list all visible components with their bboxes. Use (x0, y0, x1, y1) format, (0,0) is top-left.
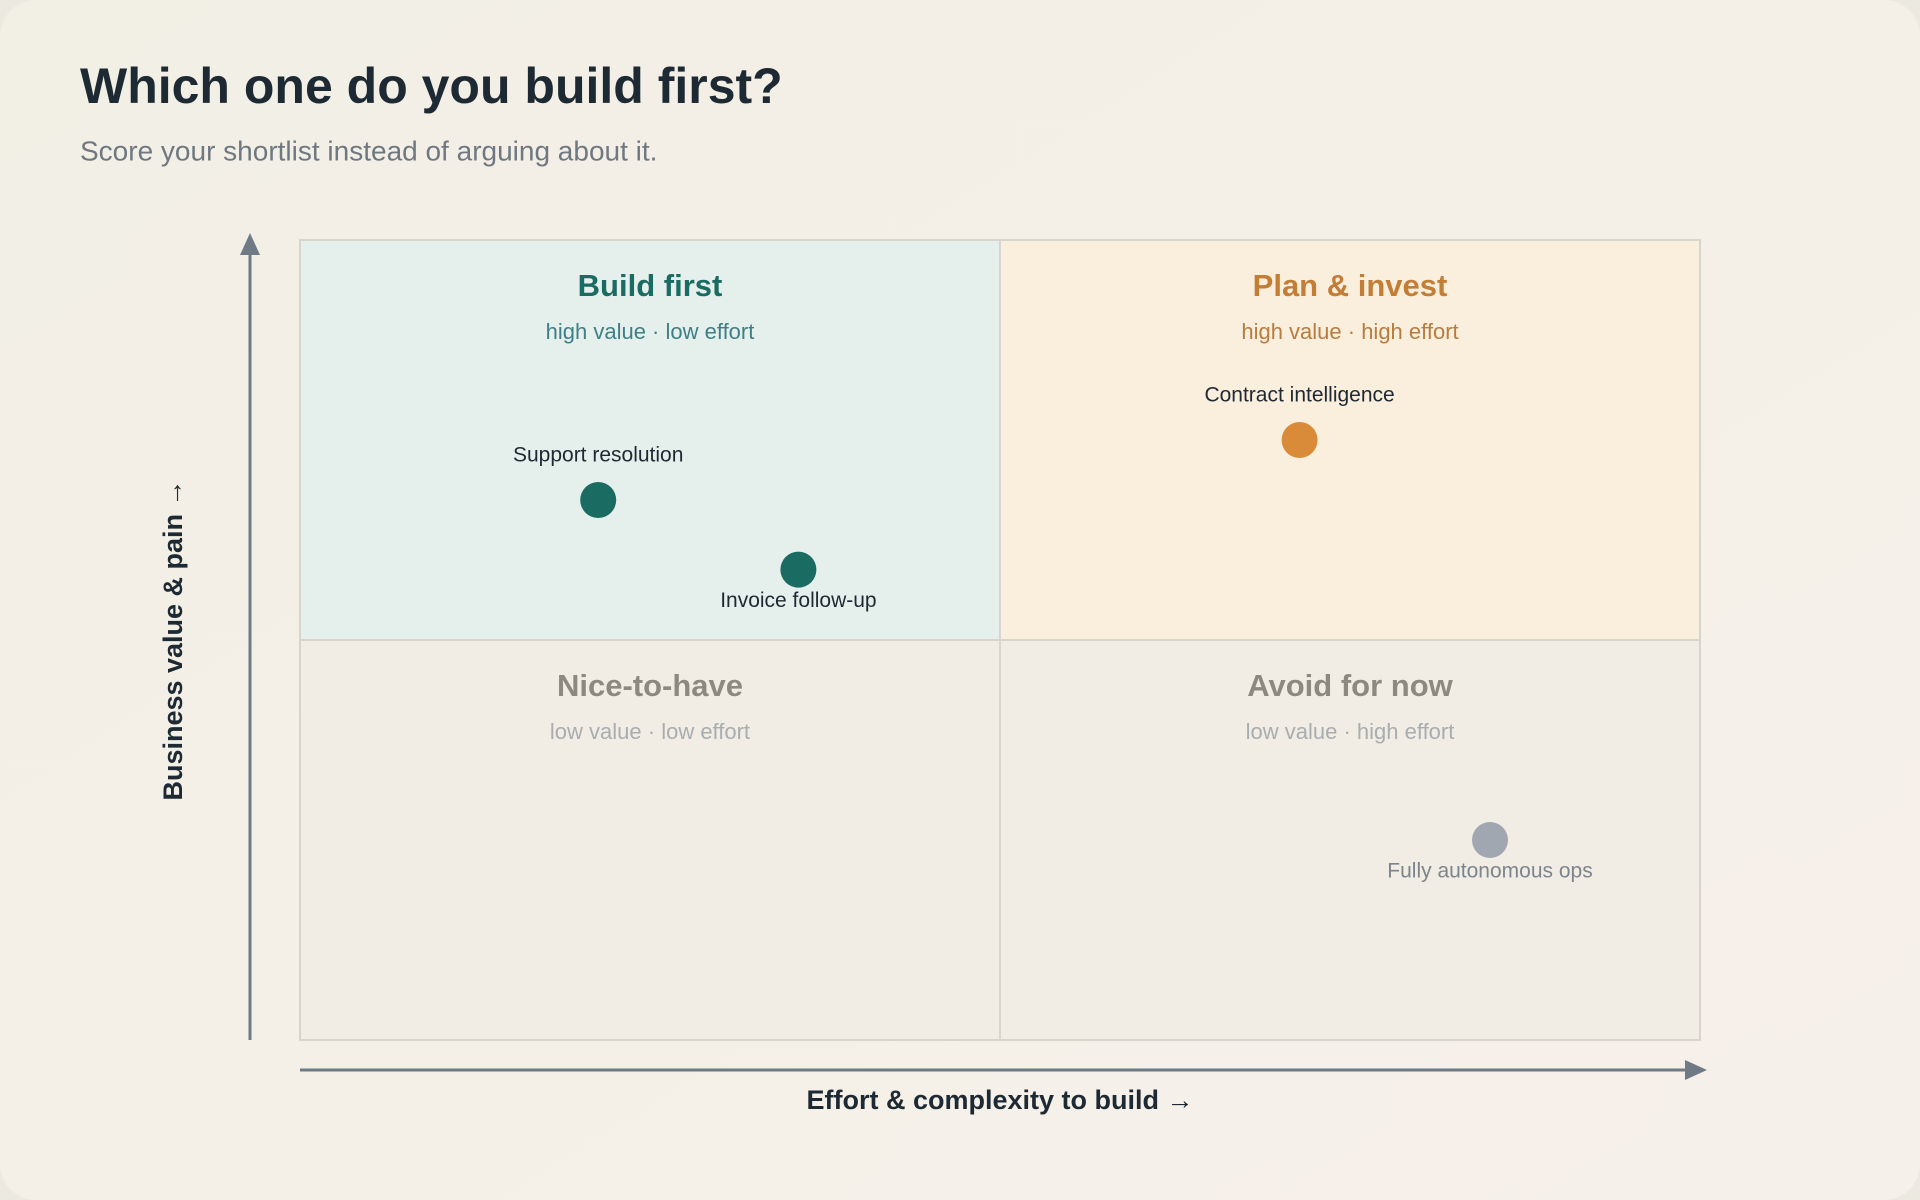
data-point (780, 551, 817, 588)
quadrant-title: Nice-to-have (557, 668, 743, 703)
x-axis-label: Effort & complexity to build → (806, 1085, 1193, 1115)
quadrant-subtitle: high value · high effort (1241, 319, 1458, 344)
point-label: Support resolution (513, 444, 683, 467)
quadrant-subtitle: low value · high effort (1246, 719, 1455, 744)
point-label: Fully autonomous ops (1387, 860, 1592, 883)
quadrant-title: Avoid for now (1247, 668, 1453, 703)
quadrant (999, 639, 1701, 1041)
y-axis-arrow (240, 233, 260, 255)
data-point (580, 482, 617, 518)
quadrant-subtitle: low value · low effort (550, 719, 750, 744)
data-point (1281, 422, 1318, 458)
quadrant-title: Plan & invest (1253, 268, 1448, 303)
chart-subtitle: Score your shortlist instead of arguing … (80, 135, 657, 166)
data-point (1472, 822, 1508, 858)
x-axis-arrow (1685, 1060, 1707, 1080)
quadrant-subtitle: high value · low effort (546, 319, 755, 344)
quadrant-title: Build first (578, 268, 723, 303)
plot-area: Build first high value · low effort Plan &… (299, 239, 1701, 1041)
chart-title: Which one do you build first? (80, 58, 783, 114)
point-label: Contract intelligence (1204, 384, 1394, 407)
point-label: Invoice follow-up (720, 589, 876, 612)
quadrant (999, 239, 1701, 641)
y-axis-label: Business value & pain → (158, 479, 188, 800)
